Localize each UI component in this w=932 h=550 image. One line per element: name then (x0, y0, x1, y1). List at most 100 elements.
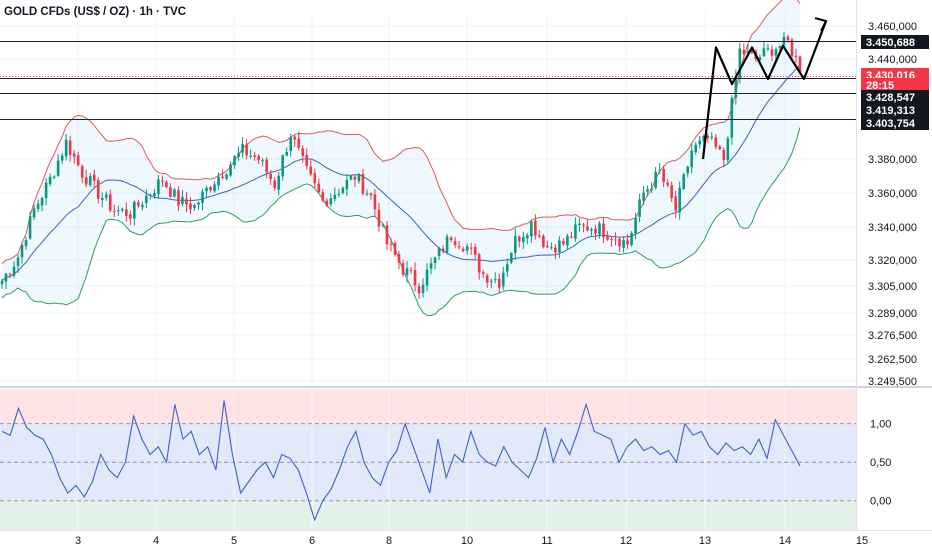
candle-body-42 (169, 187, 172, 197)
candle-body-44 (177, 190, 180, 206)
candle-body-186 (746, 51, 750, 54)
price-level-label-0: 3.450,688 (866, 37, 915, 49)
candle-body-171 (686, 166, 690, 174)
candle-body-77 (309, 166, 313, 175)
zigzag-annotation (701, 20, 828, 160)
candle-body-24 (96, 180, 100, 199)
candle-body-114 (457, 246, 461, 248)
candle-body-145 (582, 224, 585, 226)
candle-body-78 (313, 173, 317, 184)
price-level-label-5: 3.403,754 (866, 118, 916, 130)
candle-body-26 (104, 194, 108, 198)
candle-body-85 (341, 187, 345, 193)
time-tick-label-8: 13 (699, 535, 711, 547)
candle-body-108 (433, 257, 437, 264)
candle-body-180 (722, 150, 726, 160)
price-level-box-4 (861, 103, 929, 117)
candle-body-82 (329, 198, 333, 205)
candle-body-61 (245, 144, 248, 156)
candle-body-1 (4, 273, 8, 282)
candle-body-172 (690, 150, 694, 168)
candle-body-96 (385, 225, 389, 245)
candle-body-149 (598, 223, 601, 235)
candle-body-133 (534, 220, 537, 236)
candle-body-94 (377, 209, 381, 227)
candle-body-125 (501, 272, 505, 287)
zigzag-arrowhead (814, 17, 828, 32)
candle-body-155 (622, 239, 625, 248)
bollinger-middle-line (1, 64, 801, 282)
candle-body-59 (237, 152, 240, 157)
candle-body-130 (522, 236, 525, 243)
candle-body-168 (674, 196, 677, 211)
osc-band-0 (0, 389, 856, 424)
osc-tick-label-0: 1,00 (870, 419, 891, 431)
candle-body-91 (365, 193, 369, 195)
candle-body-129 (517, 236, 521, 242)
candle-body-28 (112, 210, 116, 212)
candle-body-32 (129, 214, 132, 219)
candle-body-123 (493, 279, 497, 281)
candle-body-79 (317, 183, 321, 193)
candle-body-182 (730, 97, 734, 138)
candle-body-16 (64, 139, 68, 157)
price-level-label-4: 3.419,313 (866, 105, 915, 117)
candle-body-83 (333, 194, 337, 200)
candle-body-161 (646, 189, 649, 192)
candle-body-113 (453, 240, 457, 246)
candle-body-43 (173, 189, 176, 197)
candle-body-106 (425, 269, 429, 286)
candle-body-49 (197, 202, 200, 205)
candle-body-107 (429, 263, 433, 269)
price-tick-label-6: 3.305,000 (868, 281, 917, 293)
candle-body-194 (778, 46, 782, 48)
candle-body-135 (542, 235, 545, 247)
candle-body-98 (393, 242, 397, 255)
candle-body-84 (337, 193, 341, 195)
candle-body-52 (209, 186, 212, 191)
candle-body-47 (189, 203, 192, 210)
candle-body-109 (437, 248, 441, 256)
candle-body-18 (72, 153, 76, 157)
price-tick-label-7: 3.289,000 (868, 308, 917, 320)
candle-body-184 (738, 48, 742, 79)
candle-body-2 (8, 273, 12, 275)
candle-body-128 (513, 235, 517, 253)
candle-body-56 (225, 174, 228, 179)
candle-body-29 (116, 210, 120, 212)
candle-body-198 (794, 55, 798, 57)
candle-body-80 (321, 192, 325, 201)
candle-body-62 (249, 155, 252, 157)
candle-body-167 (670, 185, 673, 198)
candle-body-100 (401, 263, 405, 275)
candle-body-23 (92, 174, 96, 181)
candle-body-81 (325, 200, 329, 206)
price-tick-label-2: 3.380,000 (868, 154, 917, 166)
candle-body-67 (269, 173, 272, 180)
candle-body-51 (205, 187, 208, 192)
price-tick-label-9: 3.262,500 (868, 354, 917, 366)
candle-body-185 (742, 49, 746, 55)
candle-body-158 (634, 217, 637, 234)
candle-body-21 (84, 177, 88, 185)
candle-body-57 (229, 164, 232, 176)
candle-body-151 (606, 236, 609, 240)
candle-body-37 (149, 194, 152, 196)
candle-body-8 (32, 208, 36, 218)
candle-body-112 (449, 237, 453, 241)
candle-body-193 (774, 49, 778, 56)
candle-body-53 (213, 184, 216, 192)
candle-body-74 (297, 138, 301, 148)
candle-body-111 (445, 236, 449, 253)
candle-body-5 (20, 245, 24, 258)
candle-body-159 (638, 199, 641, 217)
candle-body-142 (570, 236, 573, 238)
candle-body-141 (566, 235, 569, 246)
candle-body-66 (265, 159, 268, 173)
candle-body-14 (56, 160, 60, 176)
candle-body-173 (694, 144, 698, 153)
osc-band-2 (0, 500, 856, 530)
candle-body-20 (80, 166, 84, 178)
price-tick-label-8: 3.276,500 (868, 330, 917, 342)
